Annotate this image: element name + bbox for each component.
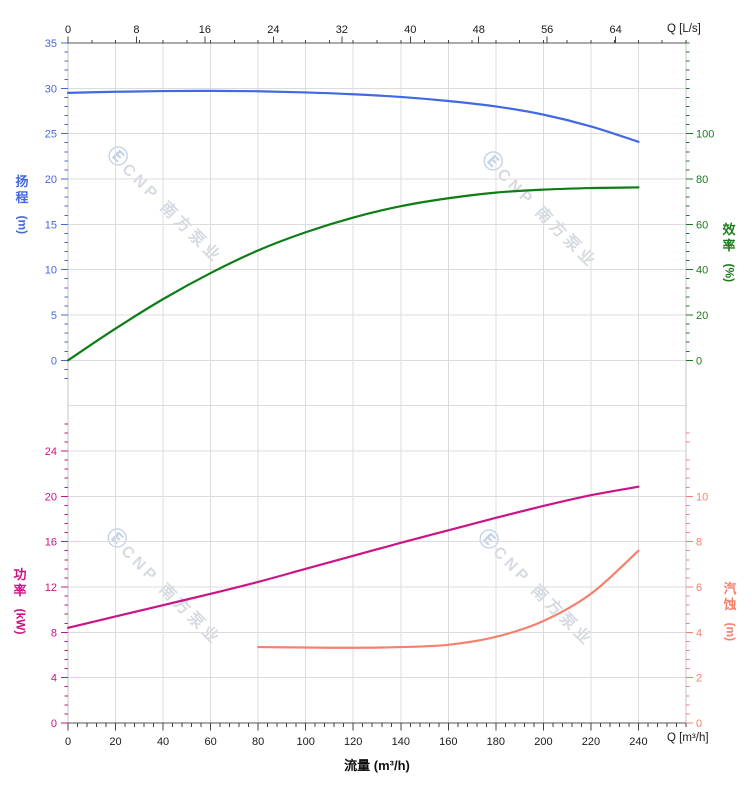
bottom-tick-label: 200 [534, 736, 552, 748]
npsh-axis-unit: (m) [723, 622, 738, 641]
npsh-tick-label: 2 [696, 673, 702, 685]
power-tick-label: 0 [51, 718, 57, 730]
power-tick-label: 12 [45, 582, 57, 594]
efficiency-tick-label: 20 [696, 310, 708, 322]
top-tick-label: 24 [267, 24, 279, 36]
bottom-tick-label: 100 [297, 736, 315, 748]
bottom-tick-label: 80 [252, 736, 264, 748]
npsh-tick-label: 6 [696, 582, 702, 594]
efficiency-axis-title: 效率 (%) [720, 222, 738, 282]
head-tick-label: 0 [51, 355, 57, 367]
efficiency-tick-label: 40 [696, 265, 708, 277]
bottom-tick-label: 240 [629, 736, 647, 748]
power-tick-label: 24 [45, 446, 57, 458]
x-axis-title: 流量 (m³/h) [344, 758, 410, 773]
head-tick-label: 5 [51, 310, 57, 322]
power-axis-unit: (kW) [13, 608, 28, 634]
head-axis-unit: (m) [15, 215, 30, 234]
top-tick-label: 40 [404, 24, 416, 36]
power-axis-title-text: 功率 [13, 567, 27, 599]
bottom-tick-label: 0 [65, 736, 71, 748]
top-tick-label: 16 [199, 24, 211, 36]
bottom-tick-label: 20 [109, 736, 121, 748]
bottom-tick-label: 120 [344, 736, 362, 748]
efficiency-curve [66, 186, 640, 362]
head-tick-label: 20 [45, 174, 57, 186]
head-axis-title-text: 扬程 [15, 174, 29, 206]
top-tick-label: 56 [541, 24, 553, 36]
npsh-tick-label: 8 [696, 537, 702, 549]
efficiency-axis-unit: (%) [722, 263, 737, 282]
npsh-curve [257, 549, 640, 649]
power-axis-title: 功率 (kW) [11, 567, 29, 634]
bottom-axis-unit-label: Q [m³/h] [667, 732, 709, 744]
efficiency-axis-title-text: 效率 [722, 222, 736, 254]
npsh-tick-label: 0 [696, 718, 702, 730]
efficiency-tick-label: 0 [696, 355, 702, 367]
head-tick-label: 35 [45, 38, 57, 50]
head-curve [66, 89, 640, 143]
head-tick-label: 15 [45, 219, 57, 231]
bottom-tick-label: 160 [439, 736, 457, 748]
head-tick-label: 10 [45, 265, 57, 277]
top-tick-label: 64 [610, 24, 622, 36]
efficiency-tick-label: 60 [696, 219, 708, 231]
power-curve [66, 485, 640, 629]
npsh-tick-label: 10 [696, 491, 708, 503]
top-tick-label: 0 [65, 24, 71, 36]
power-tick-label: 8 [51, 627, 57, 639]
npsh-tick-label: 4 [696, 627, 702, 639]
top-axis-unit-label: Q [L/s] [667, 23, 701, 35]
npsh-axis-title: 汽蚀 (m) [721, 581, 739, 641]
bottom-tick-label: 180 [487, 736, 505, 748]
power-tick-label: 4 [51, 673, 57, 685]
top-tick-label: 32 [336, 24, 348, 36]
bottom-tick-label: 220 [582, 736, 600, 748]
top-tick-label: 48 [473, 24, 485, 36]
efficiency-tick-label: 100 [696, 129, 714, 141]
efficiency-tick-label: 80 [696, 174, 708, 186]
top-tick-label: 8 [133, 24, 139, 36]
head-tick-label: 25 [45, 129, 57, 141]
bottom-tick-label: 60 [204, 736, 216, 748]
npsh-axis-title-text: 汽蚀 [723, 581, 737, 613]
bottom-tick-label: 40 [157, 736, 169, 748]
power-tick-label: 20 [45, 491, 57, 503]
head-axis-title: 扬程 (m) [13, 174, 31, 234]
bottom-tick-label: 140 [392, 736, 410, 748]
head-tick-label: 30 [45, 83, 57, 95]
power-tick-label: 16 [45, 537, 57, 549]
